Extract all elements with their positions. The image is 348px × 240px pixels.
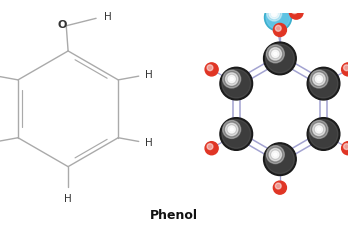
Text: H: H — [104, 12, 112, 22]
Text: Phenol: Phenol — [150, 209, 198, 222]
Circle shape — [267, 6, 282, 21]
Circle shape — [220, 118, 253, 150]
Circle shape — [266, 146, 284, 164]
Text: H: H — [64, 194, 72, 204]
Circle shape — [309, 69, 338, 98]
Circle shape — [313, 73, 325, 85]
Circle shape — [317, 128, 321, 131]
Circle shape — [205, 63, 218, 76]
Circle shape — [309, 120, 338, 148]
Circle shape — [269, 148, 282, 161]
Circle shape — [342, 142, 348, 155]
Circle shape — [274, 153, 277, 156]
Circle shape — [273, 12, 276, 15]
Circle shape — [228, 126, 235, 133]
Circle shape — [266, 44, 294, 73]
Circle shape — [343, 144, 348, 150]
Circle shape — [266, 6, 290, 29]
Circle shape — [207, 144, 213, 150]
Circle shape — [205, 142, 218, 155]
Circle shape — [317, 78, 321, 81]
Circle shape — [226, 123, 238, 136]
Circle shape — [274, 52, 277, 55]
Circle shape — [290, 6, 303, 19]
Circle shape — [313, 123, 325, 136]
Circle shape — [226, 73, 238, 85]
Circle shape — [222, 69, 251, 98]
Circle shape — [223, 120, 241, 138]
Circle shape — [315, 75, 323, 83]
Circle shape — [343, 65, 348, 71]
Text: O: O — [58, 20, 67, 30]
Circle shape — [228, 75, 235, 83]
Circle shape — [266, 45, 284, 63]
Circle shape — [291, 7, 298, 14]
Circle shape — [207, 65, 213, 71]
Circle shape — [307, 118, 340, 150]
Circle shape — [272, 50, 279, 57]
Circle shape — [274, 181, 286, 194]
Circle shape — [269, 48, 282, 60]
Circle shape — [271, 11, 277, 17]
Circle shape — [342, 63, 348, 76]
Circle shape — [230, 78, 233, 81]
Circle shape — [263, 42, 296, 75]
Circle shape — [264, 4, 292, 31]
Circle shape — [307, 67, 340, 100]
Circle shape — [315, 126, 323, 133]
Circle shape — [274, 24, 286, 36]
Circle shape — [220, 67, 253, 100]
Circle shape — [310, 120, 328, 138]
Circle shape — [230, 128, 233, 131]
Text: H: H — [145, 70, 153, 80]
Circle shape — [263, 143, 296, 175]
Circle shape — [269, 8, 279, 19]
Circle shape — [223, 70, 241, 88]
Circle shape — [272, 151, 279, 158]
Circle shape — [275, 25, 281, 31]
Circle shape — [275, 183, 281, 189]
Text: H: H — [145, 138, 153, 148]
Circle shape — [222, 120, 251, 148]
Circle shape — [266, 145, 294, 174]
Circle shape — [310, 70, 328, 88]
